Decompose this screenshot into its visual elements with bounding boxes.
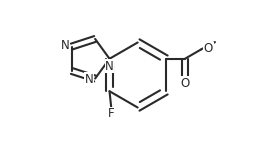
Text: N: N: [84, 73, 93, 86]
Text: O: O: [204, 42, 213, 55]
Text: N: N: [61, 39, 70, 52]
Text: O: O: [180, 77, 190, 90]
Text: F: F: [108, 107, 115, 120]
Text: N: N: [105, 60, 114, 73]
